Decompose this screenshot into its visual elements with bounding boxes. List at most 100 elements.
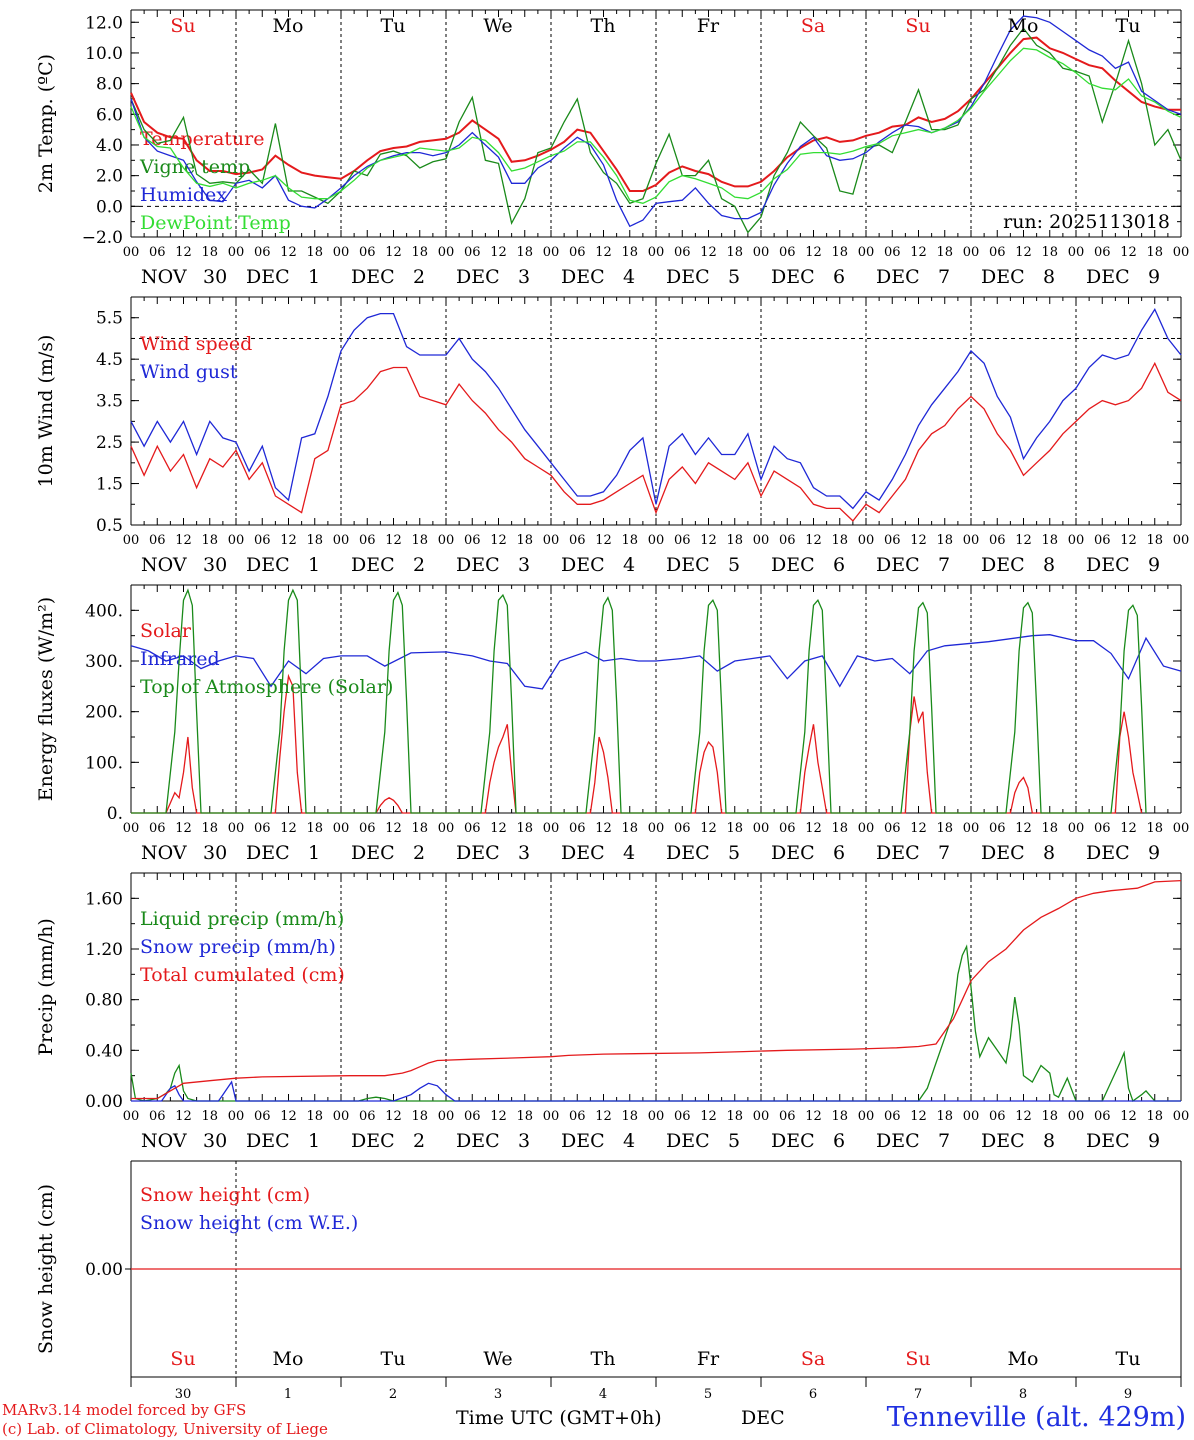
weekday-label-bottom: Tu [381,1348,406,1370]
hour-label: 00 [1068,245,1085,260]
weekday-label-bottom: Tu [1116,1348,1141,1370]
hour-label: 00 [858,533,875,548]
y-tick-label: 0.40 [85,1041,123,1061]
date-day-label: 4 [623,554,635,576]
hour-label: 18 [621,1109,638,1124]
hour-label: 12 [1120,1109,1137,1124]
hour-label: 18 [936,821,953,836]
date-day-label: 8 [1043,554,1055,576]
series-line-flux-0 [131,673,1143,814]
hour-label: 00 [123,821,140,836]
date-day-label: 6 [833,266,845,288]
date-day-label: 3 [518,1130,530,1152]
day-number-label: 5 [704,1387,712,1402]
date-day-label: 30 [203,842,227,864]
hour-label: 12 [1120,533,1137,548]
weekday-label-bottom: Mo [1008,1348,1039,1370]
date-day-label: 8 [1043,842,1055,864]
date-month-label: DEC [561,1130,605,1152]
hour-label: 18 [621,245,638,260]
weekday-label-bottom: Su [905,1348,930,1370]
y-tick-label: 0.5 [96,516,123,536]
hour-label: 00 [1068,533,1085,548]
series-line-temp-2 [130,15,1182,228]
hour-label: 18 [621,533,638,548]
weekday-label-top: We [483,15,512,37]
hour-label: 00 [438,533,455,548]
hour-label: 12 [1120,821,1137,836]
y-tick-label: 0.0 [96,197,123,217]
legend-entry: Wind speed [140,333,252,355]
hour-label: 18 [411,1109,428,1124]
date-day-label: 30 [203,554,227,576]
date-day-label: 3 [518,842,530,864]
hour-label: 12 [700,1109,717,1124]
date-month-label: DEC [876,1130,920,1152]
hour-label: 06 [779,245,796,260]
hour-label: 18 [936,1109,953,1124]
date-day-label: 7 [938,266,950,288]
y-axis-label: Snow height (cm) [35,1184,57,1354]
hour-label: 00 [438,245,455,260]
hour-label: 12 [1015,821,1032,836]
date-month-label: NOV [141,842,187,864]
hour-label: 06 [1094,821,1111,836]
hour-label: 12 [805,1109,822,1124]
date-month-label: DEC [456,554,500,576]
hour-label: 06 [884,245,901,260]
y-tick-label: 0.00 [85,1092,123,1112]
y-tick-label: 4.5 [96,350,123,370]
hour-label: 00 [1068,1109,1085,1124]
hour-label: 12 [1015,245,1032,260]
date-day-label: 1 [308,842,320,864]
date-day-label: 2 [413,1130,425,1152]
y-tick-label: −2.0 [82,228,123,248]
y-tick-label: 2.5 [96,433,123,453]
month-axis-label: DEC [741,1407,785,1429]
weekday-label-top: Mo [1008,15,1039,37]
hour-label: 00 [123,533,140,548]
weekday-label-top: Fr [697,15,720,37]
legend-entry: Solar [140,620,192,642]
hour-label: 18 [726,1109,743,1124]
y-tick-label: 2.0 [96,167,123,187]
legend-entry: Humidex [140,184,227,206]
hour-label: 06 [779,533,796,548]
date-day-label: 30 [203,266,227,288]
hour-label: 06 [1094,245,1111,260]
hour-label: 06 [359,821,376,836]
date-month-label: DEC [1086,554,1130,576]
legend-entry: Total cumulated (cm) [140,964,345,986]
weekday-label-top: Su [170,15,195,37]
weekday-label-top: Sa [801,15,825,37]
date-day-label: 2 [413,266,425,288]
date-day-label: 4 [623,1130,635,1152]
hour-label: 18 [516,1109,533,1124]
hour-label: 18 [1146,821,1163,836]
date-month-label: DEC [561,266,605,288]
series-line-flux-2 [131,588,1147,814]
legend-entry: DewPoint Temp [140,212,291,234]
hour-label: 00 [543,533,560,548]
hour-label: 00 [228,821,245,836]
date-day-label: 6 [833,1130,845,1152]
date-month-label: DEC [981,1130,1025,1152]
hour-label: 18 [411,245,428,260]
hour-label: 12 [175,245,192,260]
date-day-label: 5 [728,266,740,288]
y-axis-label: Precip (mm/h) [35,918,57,1056]
date-day-label: 3 [518,554,530,576]
date-month-label: DEC [351,266,395,288]
y-tick-label: 8.0 [96,75,123,95]
weekday-label-top: Mo [273,15,304,37]
date-month-label: DEC [666,842,710,864]
hour-label: 06 [884,821,901,836]
hour-label: 18 [411,821,428,836]
hour-label: 06 [359,533,376,548]
date-day-label: 1 [308,554,320,576]
y-axis-label: 10m Wind (m/s) [35,335,57,488]
hour-label: 18 [201,821,218,836]
date-month-label: DEC [246,554,290,576]
y-tick-label: 200. [85,703,123,723]
day-number-label: 4 [599,1387,607,1402]
